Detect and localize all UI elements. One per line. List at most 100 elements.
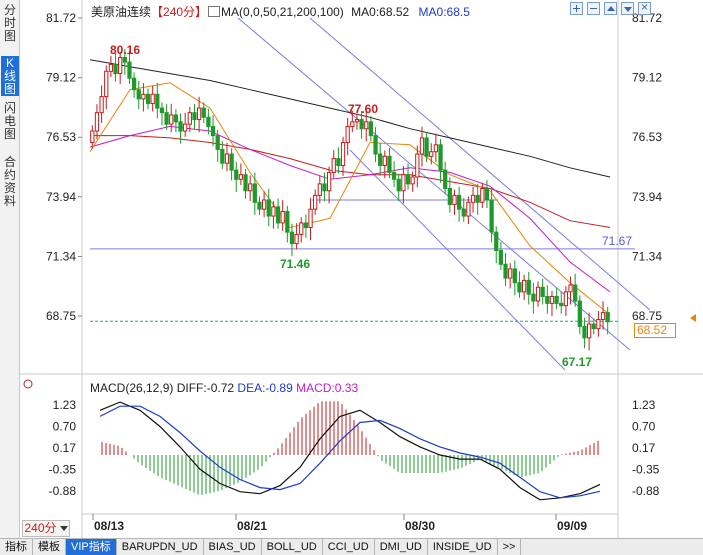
candle-body [387, 155, 392, 173]
low-label-67-17: 67.17 [562, 355, 592, 369]
macd-tick-left: -0.88 [49, 484, 77, 498]
move-down-icon[interactable] [621, 2, 634, 15]
candle-body [512, 268, 517, 284]
trend-line-lower [349, 149, 566, 371]
tab-templates[interactable]: 模板 [33, 539, 66, 555]
period-selector-button[interactable]: 240分 [22, 520, 70, 537]
candle-body [596, 318, 601, 330]
date-tick-label: 08/30 [405, 519, 435, 533]
candle-body [378, 153, 383, 167]
current-price-box: 68.52 [634, 323, 676, 338]
ma-line-2 [89, 125, 611, 293]
candle-body [206, 116, 211, 127]
macd-tick-right: -0.35 [632, 462, 660, 476]
candle-body [285, 210, 290, 233]
tab-flash[interactable]: 闪电图 [3, 101, 16, 141]
macd-lines [99, 401, 601, 501]
macd-tick-left: 0.70 [53, 420, 77, 434]
candle-body [591, 323, 596, 330]
zoom-out-icon[interactable] [587, 2, 600, 15]
tab-timeshare[interactable]: 分时图 [3, 3, 16, 43]
candle-body [118, 57, 123, 75]
candle-body [573, 284, 578, 302]
trend-line-upper [237, 17, 631, 351]
tab-vip-indicators[interactable]: VIP指标 [66, 539, 117, 555]
tab-indicators[interactable]: 指标 [0, 539, 33, 555]
candle-body [90, 130, 95, 144]
candle-body [238, 174, 244, 180]
candle-body [447, 187, 452, 206]
candle-body [248, 183, 253, 192]
candle-body [396, 178, 401, 192]
candle-body [275, 206, 281, 224]
candle-body [331, 158, 336, 173]
tab-dmi[interactable]: DMI_UD [375, 539, 428, 555]
price-tick-left: 79.12 [46, 71, 76, 85]
candle-body [563, 291, 569, 307]
price-tick-right: 68.75 [632, 309, 662, 323]
move-up-icon[interactable] [604, 2, 617, 15]
candle-body [266, 199, 271, 217]
candle-body [410, 176, 415, 185]
candle-body [549, 295, 555, 304]
candle-body [498, 250, 504, 265]
price-tick-right: 76.53 [632, 130, 662, 144]
price-tick-left: 68.75 [46, 309, 76, 323]
candle-body [220, 148, 225, 164]
candle-body [345, 125, 350, 144]
tab-contract-info[interactable]: 合约资料 [3, 155, 16, 208]
macd-histogram [101, 401, 599, 495]
candlesticks [90, 49, 610, 351]
zoom-in-icon[interactable] [570, 2, 583, 15]
candle-body [169, 114, 174, 125]
tab-more[interactable]: >> [498, 539, 522, 555]
high-label-80-16: 80.16 [110, 43, 140, 57]
candle-body [521, 279, 527, 293]
tab-bias[interactable]: BIAS_UD [204, 539, 262, 555]
candle-body [405, 174, 411, 185]
date-tick-label: 09/09 [557, 519, 587, 533]
candle-body [526, 279, 531, 295]
candle-body [317, 183, 322, 196]
candle-body [289, 231, 295, 245]
candle-body [150, 93, 155, 104]
price-annotations: 80.16 77.60 71.46 67.17 71.67 [110, 43, 696, 369]
chart-type-icon[interactable] [208, 6, 221, 17]
symbol-name: 美原油连续 [91, 5, 152, 19]
candle-body [419, 137, 425, 155]
close-icon[interactable] [638, 0, 651, 15]
tab-boll[interactable]: BOLL_UD [262, 539, 323, 555]
candle-body [429, 151, 434, 157]
tab-barupdn[interactable]: BARUPDN_UD [117, 539, 204, 555]
candle-body [382, 155, 387, 167]
trend-lines [90, 17, 651, 371]
candle-body [173, 114, 179, 123]
date-tick-label: 08/13 [94, 519, 124, 533]
price-tick-left: 76.53 [46, 130, 76, 144]
macd-tick-right: 0.17 [632, 441, 656, 455]
candle-body [424, 137, 429, 157]
macd-settings-icon [23, 379, 33, 389]
macd-value: MACD:0.33 [296, 381, 359, 395]
price-tick-right: 79.12 [632, 71, 662, 85]
tab-cci[interactable]: CCI_UD [323, 539, 375, 555]
macd-tick-left: 1.23 [53, 398, 77, 412]
candle-body [234, 169, 239, 180]
candle-body [582, 325, 587, 339]
candle-body [196, 107, 202, 121]
macd-label: MACD(26,12,9) [90, 381, 174, 395]
bottom-tab-bar: 指标 模板 VIP指标 BARUPDN_UD BIAS_UD BOLL_UD C… [0, 538, 703, 555]
tab-inside[interactable]: INSIDE_UD [428, 539, 498, 555]
candle-body [257, 201, 262, 210]
candle-body [480, 187, 485, 203]
date-tick-label: 08/21 [237, 519, 267, 533]
ma-line-0 [89, 59, 611, 178]
candle-body [159, 107, 165, 114]
macd-tick-left: 0.17 [53, 441, 77, 455]
candle-body [280, 210, 285, 224]
macd-tick-right: 0.70 [632, 420, 656, 434]
